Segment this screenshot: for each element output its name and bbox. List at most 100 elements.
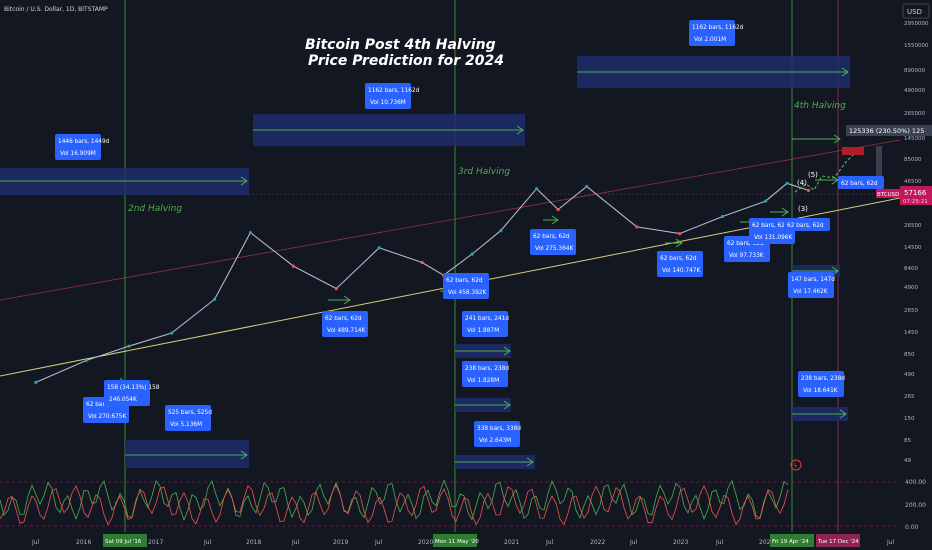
price-point (470, 252, 474, 256)
symbol-line: Bitcoin / U.S. Dollar, 1D, BITSTAMP (4, 6, 108, 13)
time-axis-ticks: Jul 2016 2017 Jul 2018 Jul 2019 Jul 2020 2021 Jul 2… (31, 534, 895, 547)
measure-box (322, 311, 368, 337)
measure-bars: 525 bars, 525d (168, 410, 212, 416)
time-highlight (770, 534, 814, 547)
measure-vol: Vol 1.887M (467, 328, 499, 334)
price-point (213, 297, 217, 301)
price-axis[interactable]: 2950000 1550000 890000 490000 265000 145000 85… (904, 21, 929, 464)
time-tick: Jul (374, 539, 383, 546)
wave-label-4: (4) (797, 179, 807, 187)
measure-bars: 62 bars, 62d (841, 181, 878, 187)
time-tick: Jul (291, 539, 300, 546)
time-tick: Jul (715, 539, 724, 546)
currency-button-label: USD (907, 8, 922, 16)
measure-vol: Vol 270.675K (88, 414, 126, 420)
measure-vol: Vol 18.641K (803, 388, 838, 394)
time-highlight (816, 534, 860, 547)
alert-icon[interactable] (790, 459, 802, 471)
time-tick: 2022 (590, 539, 605, 546)
resistance-trendline (0, 139, 901, 301)
measure-bars: 241 bars, 241d (465, 316, 509, 322)
countdown: 07:25:21 (903, 199, 928, 205)
price-tick: 2650 (904, 308, 918, 314)
price-tick: 85 (904, 438, 911, 444)
time-highlight-label: Sat 09 Jul '16 (105, 539, 142, 545)
measure-vol: Vol 2.643M (479, 438, 511, 444)
time-tick: 2018 (246, 539, 261, 546)
measure-box (788, 272, 834, 298)
price-tick: 1550000 (904, 43, 929, 49)
time-highlight-label: Fri 19 Apr '24 (772, 539, 809, 545)
chart-subtitle: Price Prediction for 2024 (308, 53, 504, 69)
price-tick: 490000 (904, 88, 925, 94)
measure-box (530, 229, 576, 255)
measure-bars: 238 bars, 238d (465, 366, 509, 372)
osc-tick-400: 400.00 (905, 479, 926, 486)
osc-tick-200: 200.00 (905, 502, 926, 509)
measure-box (165, 405, 211, 431)
measure-box (462, 311, 508, 337)
time-highlight (103, 534, 147, 547)
price-tick: 8400 (904, 266, 918, 272)
price-tick: 85000 (904, 157, 922, 163)
price-point (785, 181, 789, 185)
halving-label-4: 4th Halving (794, 101, 846, 111)
price-point (291, 264, 295, 268)
measure-vol: Vol 17.462K (793, 289, 828, 295)
measure-box (474, 421, 520, 447)
measure-bars: 62 bars, 62d (787, 223, 824, 229)
measure-box (798, 371, 844, 397)
measure-box (365, 83, 411, 109)
measure-box (443, 273, 489, 299)
price-point (499, 229, 503, 233)
measure-bars: 62 bars, 62d (446, 278, 483, 284)
ticker-tag: BTCUSD (877, 192, 899, 198)
time-tick: 2024 (759, 539, 774, 546)
price-tick: 150 (904, 416, 915, 422)
price-point (420, 260, 424, 265)
price-point (34, 380, 38, 384)
price-point (635, 225, 639, 229)
price-tick: 850 (904, 352, 915, 358)
alert-icon-glyph: ϟ (793, 462, 798, 470)
time-tick: Jul (629, 539, 638, 546)
price-point (170, 331, 174, 335)
measure-box (104, 380, 150, 406)
measure-bars: 147 bars, 147d (791, 277, 835, 283)
halving-label-3: 3rd Halving (458, 167, 510, 177)
measure-vol: Vol 2.001M (694, 37, 726, 43)
time-highlight (433, 534, 477, 547)
measure-bars: 158 (34.13%) 158 (107, 385, 160, 391)
currency-button[interactable] (902, 3, 930, 19)
measure-bars: 62 bars, 62d (727, 241, 764, 247)
price-point (585, 184, 589, 189)
measure-vol: Vol 1.828M (467, 378, 499, 384)
price-point (127, 344, 131, 348)
last-price-badge (900, 186, 932, 205)
measure-bars: 338 bars, 338d (477, 426, 521, 432)
price-point (806, 188, 811, 192)
price-point (764, 199, 768, 203)
price-point (377, 246, 381, 250)
chart-title: Bitcoin Post 4th Halving (305, 37, 496, 53)
measure-bars: 62 bars, 62d (533, 234, 570, 240)
price-point (248, 231, 252, 235)
last-price-value: 57166 (904, 189, 927, 197)
measure-vol: 246.054K (109, 397, 137, 403)
measure-box (749, 218, 795, 244)
time-tick: 2020 (418, 539, 433, 546)
measure-vol: Vol 16.909M (60, 151, 96, 157)
time-tick: Jul (203, 539, 212, 546)
osc-tick-0: 0.00 (905, 524, 919, 531)
price-point (678, 232, 682, 236)
measure-bars: 62 bars, 62d (752, 223, 789, 229)
projection-label: 125336 (230.50%) 125 (849, 127, 924, 135)
price-tick: 26500 (904, 223, 922, 229)
price-point (334, 287, 338, 291)
price-tick: 265000 (904, 111, 925, 117)
measure-box (838, 176, 884, 189)
price-point (535, 187, 539, 191)
time-tick: Jul (545, 539, 554, 546)
